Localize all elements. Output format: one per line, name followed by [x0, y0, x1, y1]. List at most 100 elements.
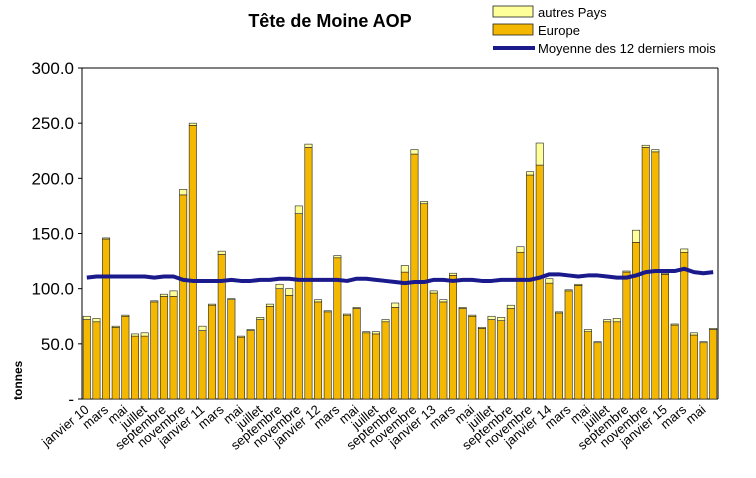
bar [352, 307, 361, 309]
bar [304, 147, 313, 400]
bar [497, 317, 506, 321]
bar [131, 333, 139, 337]
bar [439, 299, 448, 303]
bar [593, 342, 602, 400]
bar [159, 293, 168, 297]
bar [314, 299, 323, 303]
bar [661, 272, 669, 275]
legend-swatch [492, 23, 534, 36]
legend-label: Moyenne des 12 derniers mois [538, 41, 716, 56]
bar [699, 341, 708, 344]
bar [429, 292, 438, 400]
bar [468, 315, 477, 400]
bar [603, 319, 612, 323]
bar [179, 194, 188, 400]
bar [371, 331, 380, 335]
bar [121, 314, 130, 317]
y-axis-title: tonnes [11, 360, 25, 400]
bar [545, 282, 554, 400]
bar [323, 311, 332, 400]
bar [420, 201, 429, 205]
bar [680, 251, 689, 400]
bar [362, 331, 371, 334]
bar [391, 302, 400, 308]
bar [159, 296, 168, 400]
bar [612, 321, 621, 400]
bar [574, 283, 583, 286]
bar [612, 318, 621, 323]
bar [362, 332, 371, 400]
bar [564, 289, 573, 292]
bar [709, 328, 718, 330]
bar [140, 335, 149, 400]
bar [689, 332, 698, 336]
bar [651, 151, 660, 400]
bar [506, 308, 515, 400]
y-tick-label: 150.0 [31, 225, 74, 244]
bar [150, 300, 159, 303]
bar [555, 311, 563, 314]
bar [632, 229, 641, 243]
bar [497, 320, 506, 400]
legend-label: Europe [538, 23, 580, 38]
bar [227, 299, 236, 400]
bar [343, 314, 351, 400]
y-tick-label: 100.0 [31, 280, 74, 299]
bar [391, 307, 400, 400]
bar [670, 324, 679, 400]
bar [275, 288, 284, 400]
bar [574, 285, 583, 400]
bar [564, 290, 573, 400]
bar [516, 246, 525, 253]
bar [632, 242, 641, 400]
bar [150, 301, 159, 400]
average-line [86, 266, 714, 286]
bar [140, 332, 149, 337]
bar [516, 251, 525, 400]
bar [603, 321, 612, 400]
bar [294, 213, 303, 400]
bar [131, 335, 139, 400]
bar [237, 335, 245, 338]
bar [410, 153, 419, 400]
bar [208, 303, 217, 306]
bar [449, 275, 457, 400]
bar [82, 315, 91, 320]
bar [198, 325, 207, 331]
chart-title: Tête de Moine AOP [248, 11, 411, 31]
bar [275, 283, 284, 289]
bar [458, 308, 467, 400]
bar [535, 142, 544, 166]
y-tick-label: 300.0 [31, 59, 74, 78]
bar [449, 272, 457, 276]
bar [92, 318, 101, 323]
bar [506, 304, 515, 309]
bar [169, 290, 178, 297]
bar [111, 326, 120, 400]
bar [285, 288, 294, 296]
y-tick-label: - [68, 390, 74, 409]
bar [323, 310, 332, 313]
bar [410, 149, 419, 155]
bar [314, 301, 323, 400]
bar [352, 308, 361, 400]
bar [689, 334, 698, 400]
bar [179, 189, 188, 196]
bar [169, 296, 178, 400]
bar [198, 330, 207, 400]
legend-label: autres Pays [538, 5, 607, 20]
bar [246, 329, 255, 331]
bar [265, 303, 274, 307]
bar [477, 328, 486, 400]
y-tick-label: 250.0 [31, 114, 74, 133]
bar [429, 290, 438, 294]
bar [188, 122, 197, 126]
bar [622, 271, 631, 400]
bar [285, 294, 294, 400]
bar [622, 270, 631, 273]
bar [400, 271, 409, 400]
bar [102, 237, 111, 240]
bar [400, 265, 409, 273]
bar [217, 254, 226, 400]
bar [381, 319, 390, 323]
